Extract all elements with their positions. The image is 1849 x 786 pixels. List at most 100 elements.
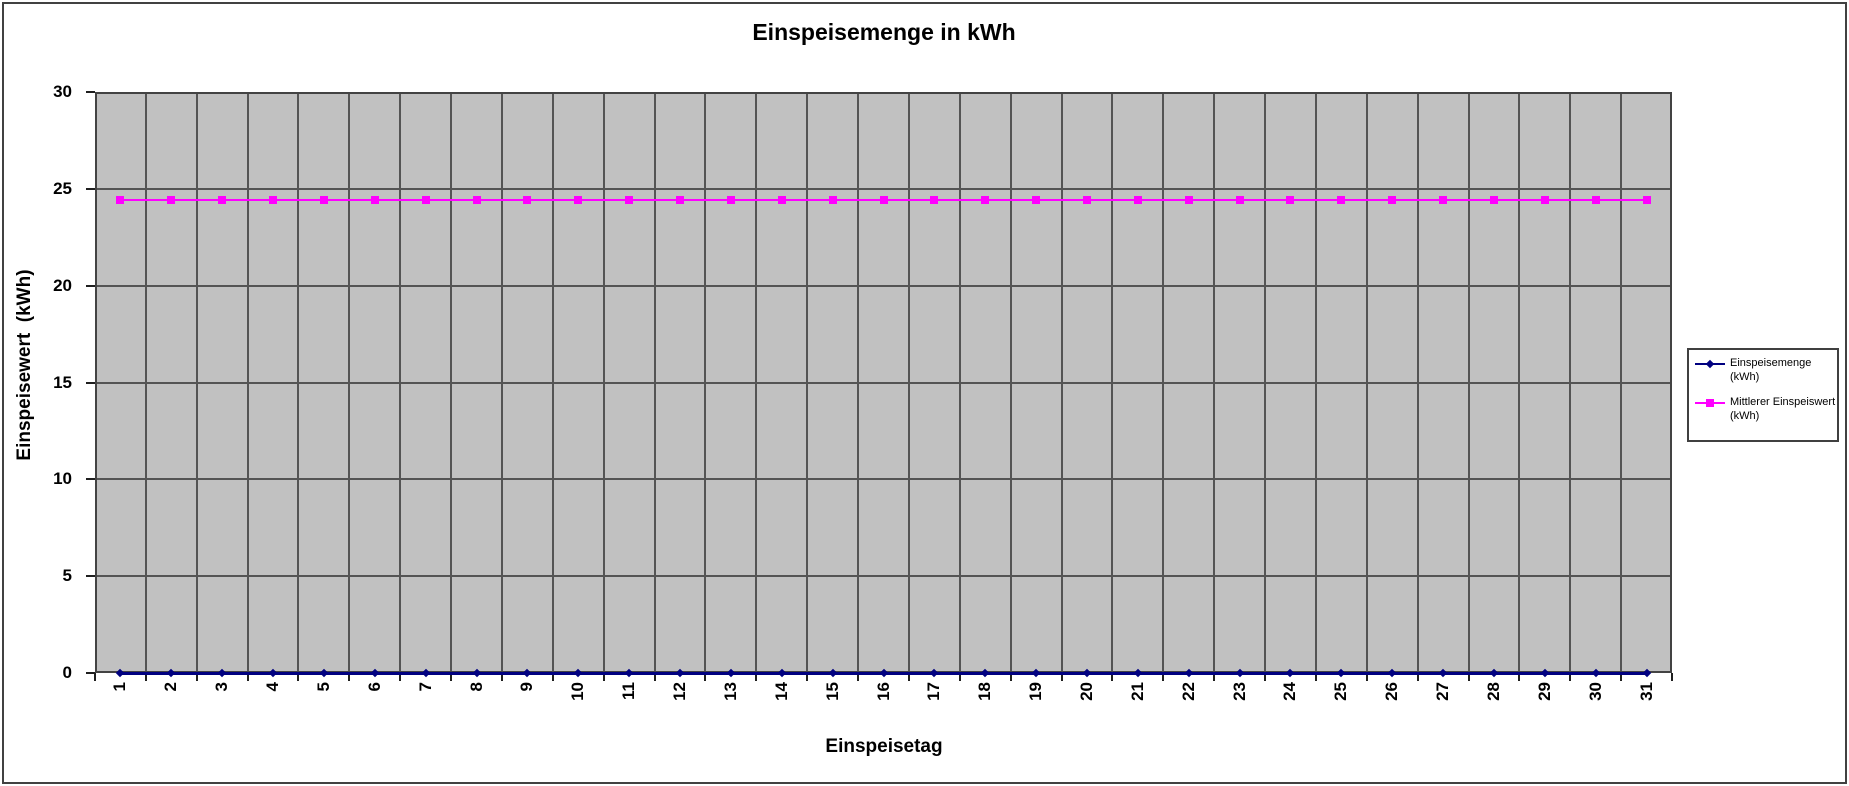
x-tick-label: 24 [1280,682,1300,701]
series-marker-square [879,196,888,205]
series-marker-square [319,196,328,205]
diamond-marker-icon [1705,359,1715,369]
y-tick-label: 20 [53,275,72,295]
v-gridline [450,92,453,673]
legend-entry-label-line: (kWh) [1730,409,1760,422]
x-tick-label: 15 [822,682,842,701]
x-axis-tick [1213,673,1216,681]
series-marker-square [1133,196,1142,205]
legend-entry: Mittlerer Einspeiswert (kWh) [1695,396,1835,423]
x-tick-label: 28 [1483,682,1503,701]
v-gridline [704,92,707,673]
series-marker-square [370,196,379,205]
v-gridline [1467,92,1470,673]
x-axis-tick [297,673,300,681]
legend-entry-label-line: (kWh) [1730,370,1760,383]
y-axis-tick [86,575,95,578]
v-gridline [551,92,554,673]
series-marker-square [930,196,939,205]
series-marker-square [574,196,583,205]
x-tick-label: 23 [1229,682,1249,701]
x-axis-tick [144,673,147,681]
x-axis-tick [500,673,503,681]
x-tick-label: 9 [517,682,537,692]
x-tick-label: 8 [466,682,486,692]
x-tick-label: 18 [975,682,995,701]
x-tick-label: 20 [1076,682,1096,701]
series-marker-square [421,196,430,205]
x-axis-tick [958,673,961,681]
h-gridline [95,478,1672,481]
x-axis-tick [1518,673,1521,681]
x-axis-tick [1569,673,1572,681]
x-axis-tick [1314,673,1317,681]
v-gridline [195,92,198,673]
x-tick-label: 26 [1382,682,1402,701]
series-marker-square [1032,196,1041,205]
legend-entry-label-line: Mittlerer Einspeiswert [1730,396,1836,408]
y-tick-label: 10 [53,469,72,489]
y-axis-title: Einspeisewert (kWh) [14,269,35,461]
v-gridline [1009,92,1012,673]
series-marker-square [269,196,278,205]
x-tick-label: 27 [1433,682,1453,701]
x-tick-label: 4 [263,682,283,692]
y-axis-tick [86,284,95,287]
x-tick-label: 29 [1534,682,1554,701]
y-tick-label: 0 [62,663,72,682]
x-axis-tick [1620,673,1623,681]
h-gridline [95,381,1672,384]
y-axis-tick [86,672,95,674]
x-tick-label: 6 [364,682,384,692]
x-axis-tick [1365,673,1368,681]
x-tick-label: 16 [873,682,893,701]
series-marker-square [981,196,990,205]
chart-title: Einspeisemenge in kWh [752,19,1016,45]
x-axis-tick [1264,673,1267,681]
v-gridline [602,92,605,673]
x-tick-label: 7 [415,682,435,692]
y-axis-tick [86,381,95,384]
v-gridline [399,92,402,673]
series-marker-square [472,196,481,205]
series-marker-square [1235,196,1244,205]
x-tick-label: 17 [924,682,944,701]
v-gridline [246,92,249,673]
v-gridline [1365,92,1368,673]
v-gridline [144,92,147,673]
x-tick-label: 1 [110,682,130,692]
x-tick-label: 2 [161,682,181,692]
series-marker-square [523,196,532,205]
legend-marker [1695,396,1730,410]
x-axis-tick [1162,673,1165,681]
series-marker-square [1540,196,1549,205]
v-gridline [1213,92,1216,673]
x-tick-label: 11 [619,682,639,700]
y-axis-tick [86,478,95,481]
h-gridline [95,575,1672,578]
v-gridline [958,92,961,673]
series-marker-square [1388,196,1397,205]
y-tick-label: 30 [53,82,72,101]
x-axis-tick [1467,673,1470,681]
x-axis-tick [755,673,758,681]
x-tick-label: 31 [1636,682,1656,701]
x-axis-tick [94,673,96,681]
y-axis-tick [86,187,95,190]
v-gridline [500,92,503,673]
x-axis-tick [348,673,351,681]
v-gridline [653,92,656,673]
legend-entry-label-line: Einspeisemenge [1730,357,1812,369]
v-gridline [348,92,351,673]
v-gridline [297,92,300,673]
x-tick-label: 13 [720,682,740,701]
x-axis-tick [653,673,656,681]
series-marker-square [1184,196,1193,205]
v-gridline [755,92,758,673]
plot-border [95,92,1672,673]
v-gridline [907,92,910,673]
x-tick-label: 19 [1026,682,1046,701]
legend-entry-label: Einspeisemenge (kWh) [1730,357,1811,384]
v-gridline [1518,92,1521,673]
y-tick-label: 5 [62,566,72,586]
